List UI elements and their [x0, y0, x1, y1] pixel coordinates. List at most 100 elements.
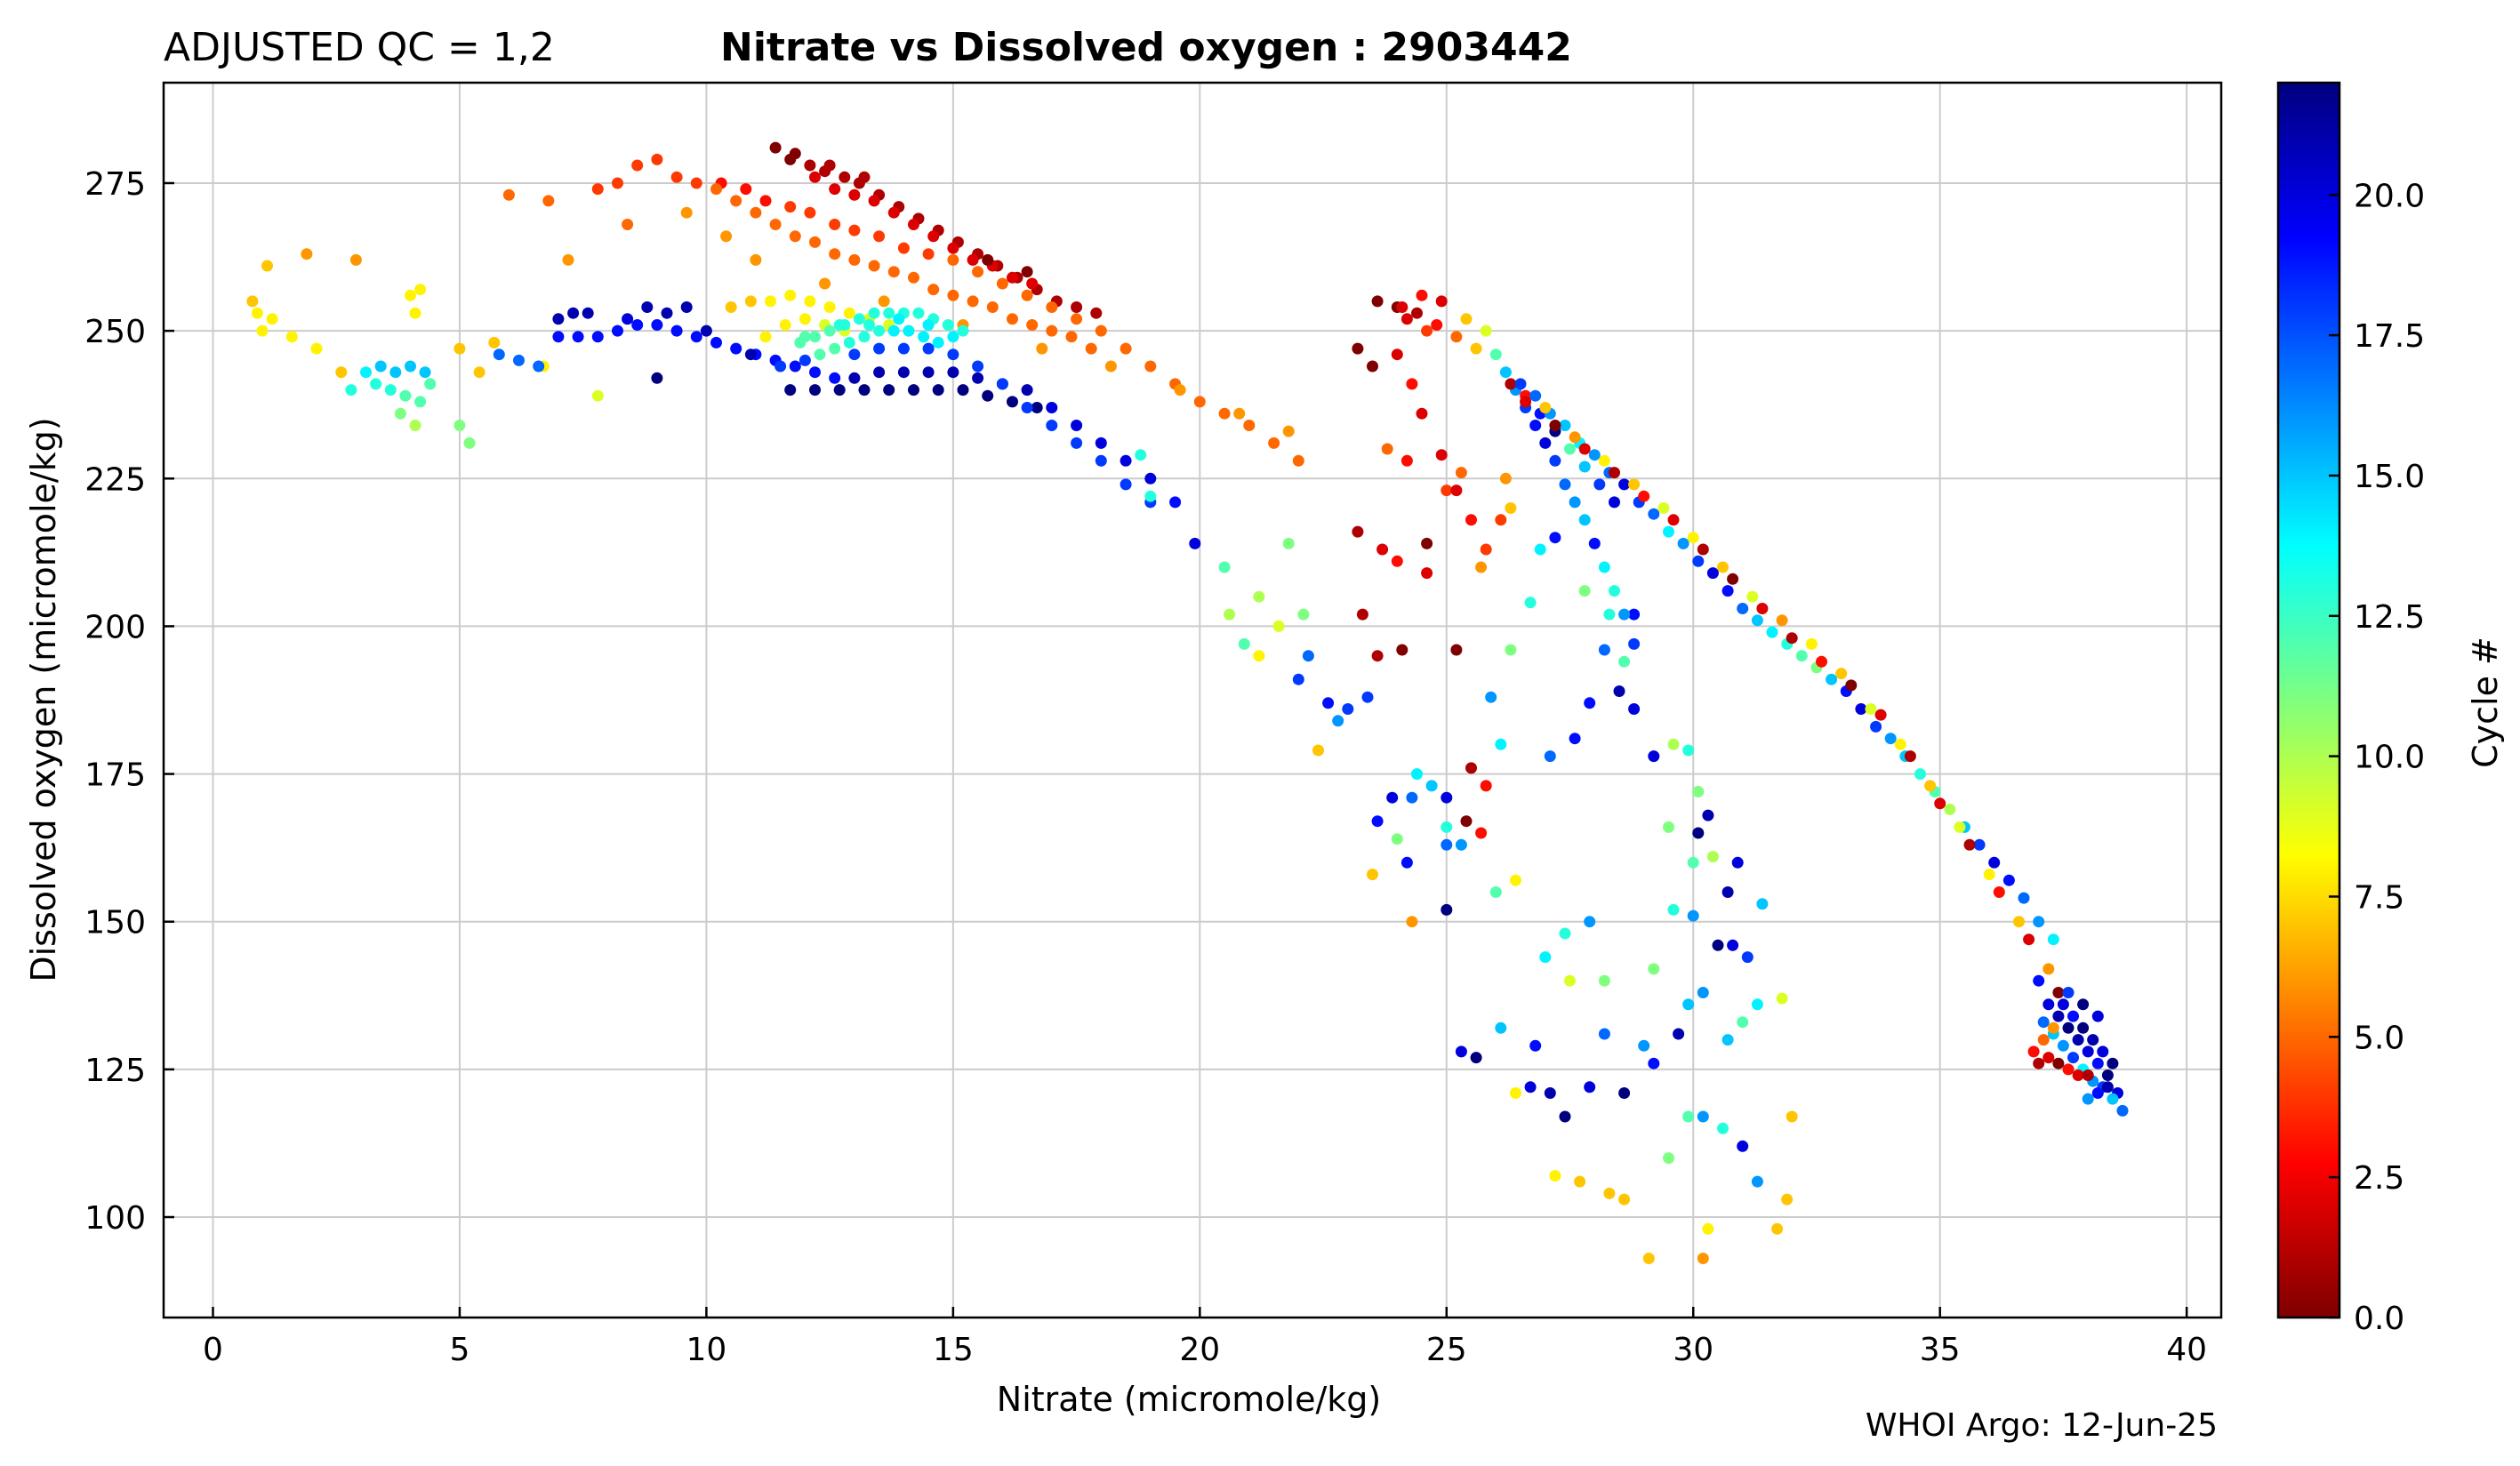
data-point — [765, 295, 776, 308]
data-point — [1934, 797, 1946, 810]
data-point — [947, 289, 959, 301]
data-point — [1292, 454, 1304, 467]
data-point — [823, 159, 836, 172]
data-point — [1505, 502, 1517, 514]
data-point — [947, 253, 959, 266]
data-point — [893, 313, 905, 325]
data-point — [1559, 1110, 1571, 1123]
data-point — [1322, 697, 1335, 709]
data-point — [641, 301, 654, 313]
data-point — [1233, 407, 1246, 420]
qc-label: ADJUSTED QC = 1,2 — [164, 25, 555, 70]
data-point — [839, 171, 851, 183]
data-point — [1406, 378, 1418, 390]
data-point — [1416, 407, 1428, 420]
data-point — [967, 253, 979, 266]
data-point — [1046, 402, 1058, 413]
data-point — [1642, 1253, 1655, 1264]
y-tick-label: 275 — [84, 166, 146, 203]
data-point — [2047, 933, 2059, 946]
data-point — [1510, 874, 1521, 886]
y-tick-label: 150 — [84, 905, 146, 941]
data-point — [1085, 342, 1097, 355]
data-point — [2062, 1021, 2075, 1034]
data-point — [1578, 443, 1591, 455]
data-point — [1706, 567, 1719, 580]
data-point — [1455, 838, 1467, 851]
data-point — [1021, 289, 1033, 301]
data-point — [1598, 644, 1610, 656]
data-point — [1406, 791, 1418, 804]
data-point — [1618, 1087, 1631, 1099]
data-point — [1441, 485, 1453, 497]
data-point — [1609, 585, 1620, 597]
data-point — [1465, 514, 1477, 526]
data-point — [1144, 360, 1157, 373]
data-point — [1021, 402, 1033, 413]
data-point — [1564, 974, 1576, 987]
data-point — [1805, 637, 1818, 650]
data-point — [1539, 437, 1552, 449]
data-point — [1667, 738, 1680, 750]
data-point — [720, 230, 733, 243]
data-point — [651, 319, 663, 331]
data-point — [622, 313, 634, 325]
data-point — [1435, 295, 1448, 308]
data-point — [1356, 608, 1368, 621]
data-point — [858, 384, 871, 397]
data-point — [1766, 626, 1778, 638]
data-point — [922, 248, 935, 260]
data-point — [301, 248, 313, 260]
data-point — [1475, 561, 1488, 573]
data-point — [2052, 987, 2065, 998]
data-point — [251, 307, 263, 319]
data-point — [1584, 916, 1596, 928]
data-point — [1628, 703, 1641, 715]
data-point — [1510, 1087, 1521, 1099]
data-point — [1514, 378, 1527, 390]
data-point — [947, 242, 959, 254]
grid — [164, 83, 2221, 1318]
data-point — [887, 206, 900, 219]
data-point — [1993, 886, 2005, 898]
data-point — [690, 331, 702, 343]
data-point — [1697, 987, 1709, 998]
data-point — [819, 277, 831, 290]
data-point — [1826, 673, 1838, 685]
data-point — [591, 331, 604, 343]
data-point — [873, 342, 886, 355]
data-point — [1544, 1087, 1556, 1099]
x-tick-label: 30 — [1673, 1332, 1713, 1368]
data-point — [1169, 496, 1182, 509]
data-point — [2072, 1034, 2084, 1046]
data-point — [873, 324, 886, 337]
data-point — [2037, 1016, 2050, 1029]
data-point — [405, 289, 416, 301]
data-point — [1721, 585, 1734, 597]
data-point — [848, 253, 861, 266]
data-point — [1021, 384, 1033, 397]
data-point — [1771, 1222, 1784, 1235]
data-point — [1529, 1039, 1542, 1052]
data-point — [1095, 454, 1107, 467]
data-point — [1544, 750, 1556, 763]
data-point — [858, 331, 871, 343]
data-point — [424, 378, 437, 390]
colorbar-tick-label: 20.0 — [2354, 178, 2425, 214]
data-point — [1559, 927, 1571, 940]
data-point — [2091, 1010, 2104, 1022]
data-point — [1371, 295, 1384, 308]
data-point — [1609, 467, 1620, 479]
data-point — [405, 360, 416, 373]
data-point — [784, 384, 797, 397]
data-point — [2013, 916, 2025, 928]
data-point — [384, 384, 397, 397]
data-point — [567, 307, 580, 319]
x-tick-label: 10 — [686, 1332, 727, 1368]
data-point — [1312, 744, 1324, 757]
data-point — [1687, 856, 1699, 869]
data-point — [1781, 1193, 1794, 1206]
data-point — [2042, 1052, 2055, 1064]
data-point — [1090, 307, 1103, 319]
data-point — [1524, 1081, 1537, 1093]
